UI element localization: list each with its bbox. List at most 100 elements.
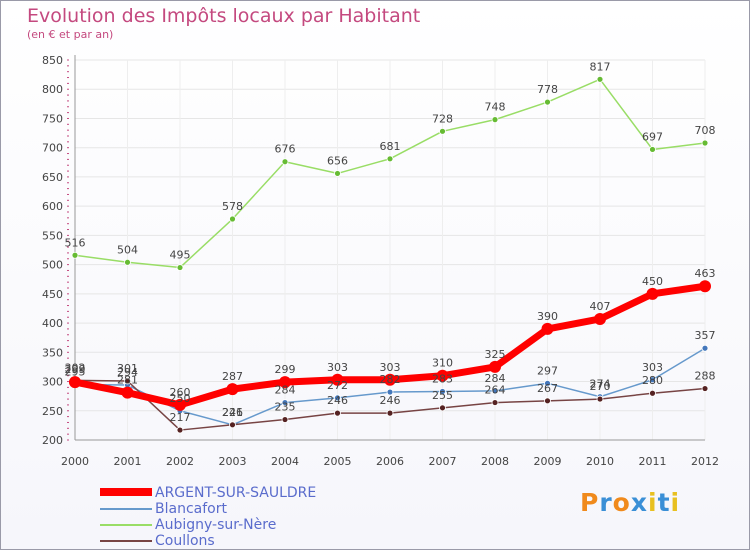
data-point (544, 397, 551, 405)
data-point (544, 379, 551, 387)
data-label: 303 (327, 361, 348, 374)
data-point (71, 251, 79, 259)
x-tick-label: 2000 (61, 455, 89, 468)
x-tick-label: 2007 (429, 455, 457, 468)
data-point (491, 399, 499, 406)
data-point (541, 322, 554, 335)
data-label: 778 (537, 83, 558, 96)
data-label: 697 (642, 130, 663, 143)
data-label: 578 (222, 200, 243, 213)
logo-letter: t (657, 488, 671, 517)
data-label: 246 (380, 394, 401, 407)
logo-letter: x (630, 488, 648, 517)
chart-title: Evolution des Impôts locaux par Habitant (27, 5, 421, 27)
data-label: 310 (432, 357, 453, 370)
y-tick-label: 550 (42, 229, 63, 242)
data-label: 267 (537, 382, 558, 395)
data-label: 708 (695, 124, 716, 137)
data-label: 287 (222, 370, 243, 383)
data-label: 817 (590, 60, 611, 73)
data-label: 284 (275, 384, 296, 397)
data-label: 260 (170, 386, 191, 399)
legend-label-aubigny: Aubigny-sur-Nère (155, 517, 277, 533)
logo-letter: i (670, 488, 681, 517)
data-label: 255 (432, 389, 453, 402)
legend-swatch-aubigny (100, 524, 152, 526)
data-label: 357 (695, 329, 716, 342)
data-point (646, 287, 659, 300)
data-point (649, 389, 656, 397)
data-point (174, 398, 186, 411)
data-point (544, 98, 551, 106)
data-label: 272 (327, 379, 348, 392)
y-tick-label: 650 (42, 171, 63, 184)
data-point (279, 376, 291, 389)
data-label: 407 (590, 300, 611, 313)
data-point (124, 258, 131, 266)
data-point (491, 387, 499, 395)
legend-swatch-coullons (100, 540, 152, 542)
data-label: 281 (117, 374, 138, 387)
data-point (649, 146, 656, 153)
data-point (436, 369, 449, 382)
legend-label-coullons: Coullons (155, 533, 215, 549)
data-label: 283 (432, 372, 453, 385)
data-point (281, 399, 289, 406)
data-point (439, 388, 446, 395)
data-point (439, 404, 446, 412)
data-label: 303 (642, 361, 663, 374)
data-label: 226 (222, 406, 243, 419)
data-label: 302 (65, 361, 86, 374)
data-point (699, 280, 711, 293)
data-label: 264 (485, 384, 506, 397)
logo-letter: P (580, 488, 600, 517)
y-tick-label: 450 (42, 288, 63, 301)
data-label: 282 (380, 373, 401, 386)
data-label: 463 (695, 267, 716, 280)
x-tick-label: 2006 (376, 455, 404, 468)
data-label: 299 (275, 363, 296, 376)
legend-swatch-argent (100, 488, 152, 496)
data-label: 250 (170, 392, 191, 405)
data-point (176, 426, 184, 434)
y-tick-label: 800 (42, 83, 63, 96)
data-label: 270 (590, 380, 611, 393)
logo-letter: r (599, 488, 613, 517)
data-label: 303 (380, 361, 401, 374)
data-point (384, 373, 396, 386)
data-point (701, 344, 709, 352)
data-point (386, 409, 394, 417)
y-tick-label: 400 (42, 317, 63, 330)
data-label: 516 (65, 236, 86, 249)
data-label: 301 (117, 362, 138, 375)
data-point (386, 155, 394, 163)
logo-letter: o (612, 488, 631, 517)
chart-subtitle: (en € et par an) (27, 28, 114, 41)
data-point (331, 373, 344, 386)
data-label: 217 (170, 411, 191, 424)
data-label: 299 (65, 363, 86, 376)
x-tick-label: 2005 (324, 455, 352, 468)
x-tick-label: 2010 (586, 455, 614, 468)
data-point (491, 116, 499, 124)
data-label: 295 (65, 365, 86, 378)
data-point (386, 388, 394, 396)
y-tick-label: 750 (42, 112, 63, 125)
legend-label-blancafort: Blancafort (155, 501, 227, 517)
y-tick-label: 300 (42, 376, 63, 389)
data-point (121, 386, 134, 399)
data-point (701, 385, 709, 392)
data-label: 728 (432, 112, 453, 125)
y-tick-label: 700 (42, 142, 63, 155)
data-point (439, 127, 446, 135)
legend-label-argent: ARGENT-SUR-SAULDRE (155, 485, 317, 501)
data-point (594, 312, 606, 325)
data-point (281, 416, 289, 423)
data-point (649, 376, 656, 384)
proxiti-logo: Proxiti (580, 488, 680, 517)
data-label: 297 (537, 364, 558, 377)
data-point (281, 158, 289, 166)
x-tick-label: 2001 (114, 455, 142, 468)
y-tick-label: 250 (42, 405, 63, 418)
